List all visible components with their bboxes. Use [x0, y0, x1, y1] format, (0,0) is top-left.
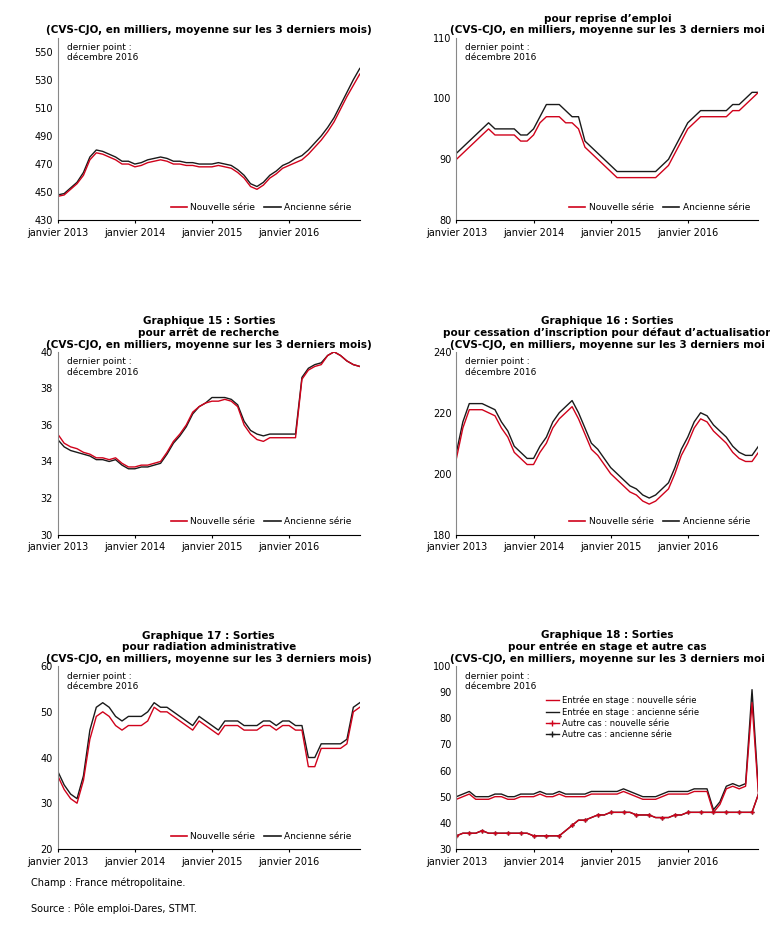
Legend: Nouvelle série, Ancienne série: Nouvelle série, Ancienne série: [167, 828, 355, 844]
Title: (CVS-CJO, en milliers, moyenne sur les 3 derniers mois): (CVS-CJO, en milliers, moyenne sur les 3…: [46, 25, 372, 36]
Title: Graphique 17 : Sorties
pour radiation administrative
(CVS-CJO, en milliers, moye: Graphique 17 : Sorties pour radiation ad…: [46, 630, 372, 664]
Text: dernier point :
décembre 2016: dernier point : décembre 2016: [67, 672, 138, 691]
Legend: Nouvelle série, Ancienne série: Nouvelle série, Ancienne série: [566, 200, 754, 216]
Text: dernier point :
décembre 2016: dernier point : décembre 2016: [67, 43, 138, 63]
Text: dernier point :
décembre 2016: dernier point : décembre 2016: [466, 672, 537, 691]
Title: Graphique 18 : Sorties
pour entrée en stage et autre cas
(CVS-CJO, en milliers, : Graphique 18 : Sorties pour entrée en st…: [450, 630, 765, 664]
Text: Champ : France métropolitaine.: Champ : France métropolitaine.: [31, 878, 185, 888]
Title: Graphique 16 : Sorties
pour cessation d’inscription pour défaut d’actualisation
: Graphique 16 : Sorties pour cessation d’…: [443, 316, 770, 350]
Text: dernier point :
décembre 2016: dernier point : décembre 2016: [466, 357, 537, 377]
Title: pour reprise d’emploi
(CVS-CJO, en milliers, moyenne sur les 3 derniers moi: pour reprise d’emploi (CVS-CJO, en milli…: [450, 14, 765, 36]
Legend: Nouvelle série, Ancienne série: Nouvelle série, Ancienne série: [167, 514, 355, 530]
Legend: Entrée en stage : nouvelle série, Entrée en stage : ancienne série, Autre cas : : Entrée en stage : nouvelle série, Entrée…: [543, 692, 702, 742]
Text: Source : Pôle emploi-Dares, STMT.: Source : Pôle emploi-Dares, STMT.: [31, 903, 196, 914]
Legend: Nouvelle série, Ancienne série: Nouvelle série, Ancienne série: [167, 200, 355, 216]
Text: dernier point :
décembre 2016: dernier point : décembre 2016: [67, 357, 138, 377]
Text: dernier point :
décembre 2016: dernier point : décembre 2016: [466, 43, 537, 63]
Legend: Nouvelle série, Ancienne série: Nouvelle série, Ancienne série: [566, 514, 754, 530]
Title: Graphique 15 : Sorties
pour arrêt de recherche
(CVS-CJO, en milliers, moyenne su: Graphique 15 : Sorties pour arrêt de rec…: [46, 316, 372, 350]
